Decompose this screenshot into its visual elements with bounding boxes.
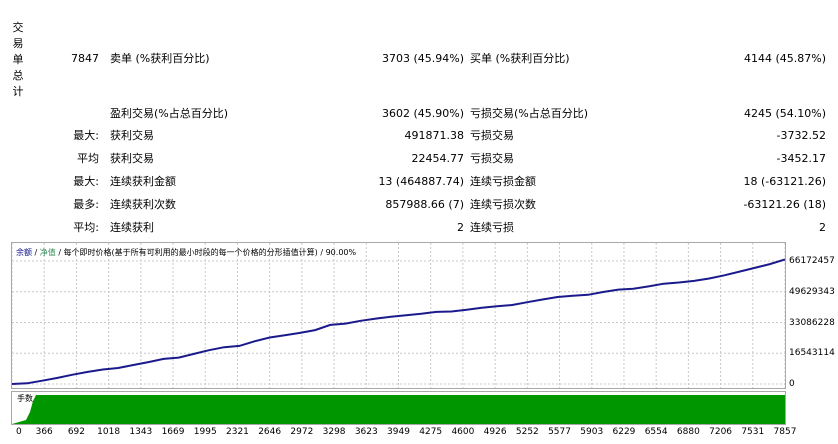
side-label: 交易单总计 [12,21,24,98]
stats-cell: 亏损交易(%占总百分比) [470,107,589,120]
x-tick-label: 366 [35,427,53,437]
stats-cell: 连续获利次数 [110,198,176,211]
deposit-label: 手数 [17,394,33,403]
y-tick-label: 16543114 [789,348,835,359]
y-axis: 66172457 49629343 33086228 16543114 0 [786,242,838,392]
y-tick-label: 49629343 [789,286,835,297]
x-axis: 0 366 692 1018 1343 1669 1995 2321 2646 2972 3298 3… [0,424,838,444]
x-tick-label: 4275 [419,427,443,437]
y-tick-label: 0 [789,379,795,389]
x-tick-label: 2972 [290,427,314,437]
stats-cell: 3602 (45.90%) [381,107,464,120]
stats-row: 平均 获利交易 22454.77 亏损交易 -3452.17 [0,149,838,169]
stats-cell: 亏损交易 [470,129,514,142]
stats-cell: 获利交易 [110,129,154,142]
x-tick-label: 5252 [515,427,539,437]
x-tick-label: 692 [67,427,85,437]
x-tick-label: 5903 [580,427,604,437]
stats-cell: 7847 [71,52,99,65]
modelling-quality: 90.00% [325,248,357,257]
stats-cell: 18 (-63121.26) [743,175,826,188]
legend-description: / 每个即时价格(基于所有可利用的最小时段的每一个价格的分形插值计算) / [55,248,326,257]
stats-cell: 卖单 (%获利百分比) [110,52,210,65]
x-tick-label: 1995 [193,427,217,437]
chart-header: 余额 / 净值 / 每个即时价格(基于所有可利用的最小时段的每一个价格的分形插值… [16,247,356,258]
legend-equity: 净值 [39,248,56,257]
y-tick-label: 66172457 [789,256,835,267]
stats-cell: 2 [819,221,826,234]
x-tick-label: 7857 [773,427,797,437]
stats-cell: 最多: [73,198,99,211]
stats-cell: 亏损交易 [470,152,514,165]
stats-cell: -63121.26 (18) [743,198,826,211]
deposit-load-plot [12,395,785,424]
legend-balance: 余额 [16,248,32,257]
x-tick-label: 0 [16,427,22,437]
stats-cell: 连续获利金额 [110,175,176,188]
x-tick-label: 2646 [258,427,282,437]
stats-cell: 连续亏损次数 [470,198,536,211]
stats-cell: 获利交易 [110,152,154,165]
stats-row: 最大: 获利交易 491871.38 亏损交易 -3732.52 [0,126,838,146]
x-tick-label: 1669 [161,427,185,437]
stats-cell: 491871.38 [404,129,465,142]
stats-cell: 连续亏损 [470,221,514,234]
balance-line [12,258,785,385]
stats-row: 平均: 连续获利 2 连续亏损 2 [0,218,838,238]
deposit-load-panel: 手数 [11,391,786,425]
stats-cell: 3703 (45.94%) [381,52,464,65]
x-tick-label: 1343 [129,427,153,437]
stats-cell: 连续获利 [110,221,154,234]
x-tick-label: 4600 [451,427,475,437]
stats-cell: -3452.17 [776,152,826,165]
x-tick-label: 3949 [387,427,410,437]
x-tick-label: 5577 [548,427,571,437]
x-tick-label: 1018 [97,427,121,437]
balance-chart-plot [12,243,785,388]
stats-cell: 4245 (54.10%) [743,107,826,120]
stats-cell: 2 [457,221,464,234]
x-tick-label: 3298 [322,427,346,437]
x-tick-label: 7531 [741,427,765,437]
x-tick-label: 4926 [483,427,507,437]
deposit-load-fill [12,395,785,424]
stats-cell: 平均 [77,152,99,165]
stats-cell: 连续亏损金额 [470,175,536,188]
stats-cell: 最大: [73,129,99,142]
stats-row: 最多: 连续获利次数 857988.66 (7) 连续亏损次数 -63121.2… [0,195,838,215]
x-tick-label: 6554 [644,427,668,437]
stats-row: 盈利交易(%占总百分比) 3602 (45.90%) 亏损交易(%占总百分比) … [0,104,838,124]
stats-table: 7847 卖单 (%获利百分比) 3703 (45.94%) 买单 (%获利百分… [0,49,838,238]
stats-cell: 13 (464887.74) [378,175,464,188]
stats-row: 最大: 连续获利金额 13 (464887.74) 连续亏损金额 18 (-63… [0,172,838,192]
stats-cell: 买单 (%获利百分比) [470,52,570,65]
stats-cell: 平均: [73,221,99,234]
x-tick-label: 7206 [709,427,733,437]
x-tick-label: 6229 [612,427,636,437]
balance-chart[interactable]: 余额 / 净值 / 每个即时价格(基于所有可利用的最小时段的每一个价格的分形插值… [11,242,786,389]
stats-cell: 最大: [73,175,99,188]
x-tick-label: 2321 [226,427,249,437]
x-tick-label: 3623 [354,427,378,437]
stats-cell: 857988.66 (7) [385,198,464,211]
legend-separator: / [32,248,40,257]
x-tick-label: 6880 [676,427,700,437]
y-tick-label: 33086228 [789,317,835,328]
stats-row: 7847 卖单 (%获利百分比) 3703 (45.94%) 买单 (%获利百分… [0,49,838,69]
stats-cell: 22454.77 [411,152,465,165]
stats-cell: 盈利交易(%占总百分比) [110,107,229,120]
stats-cell: 4144 (45.87%) [743,52,826,65]
stats-cell: -3732.52 [776,129,826,142]
